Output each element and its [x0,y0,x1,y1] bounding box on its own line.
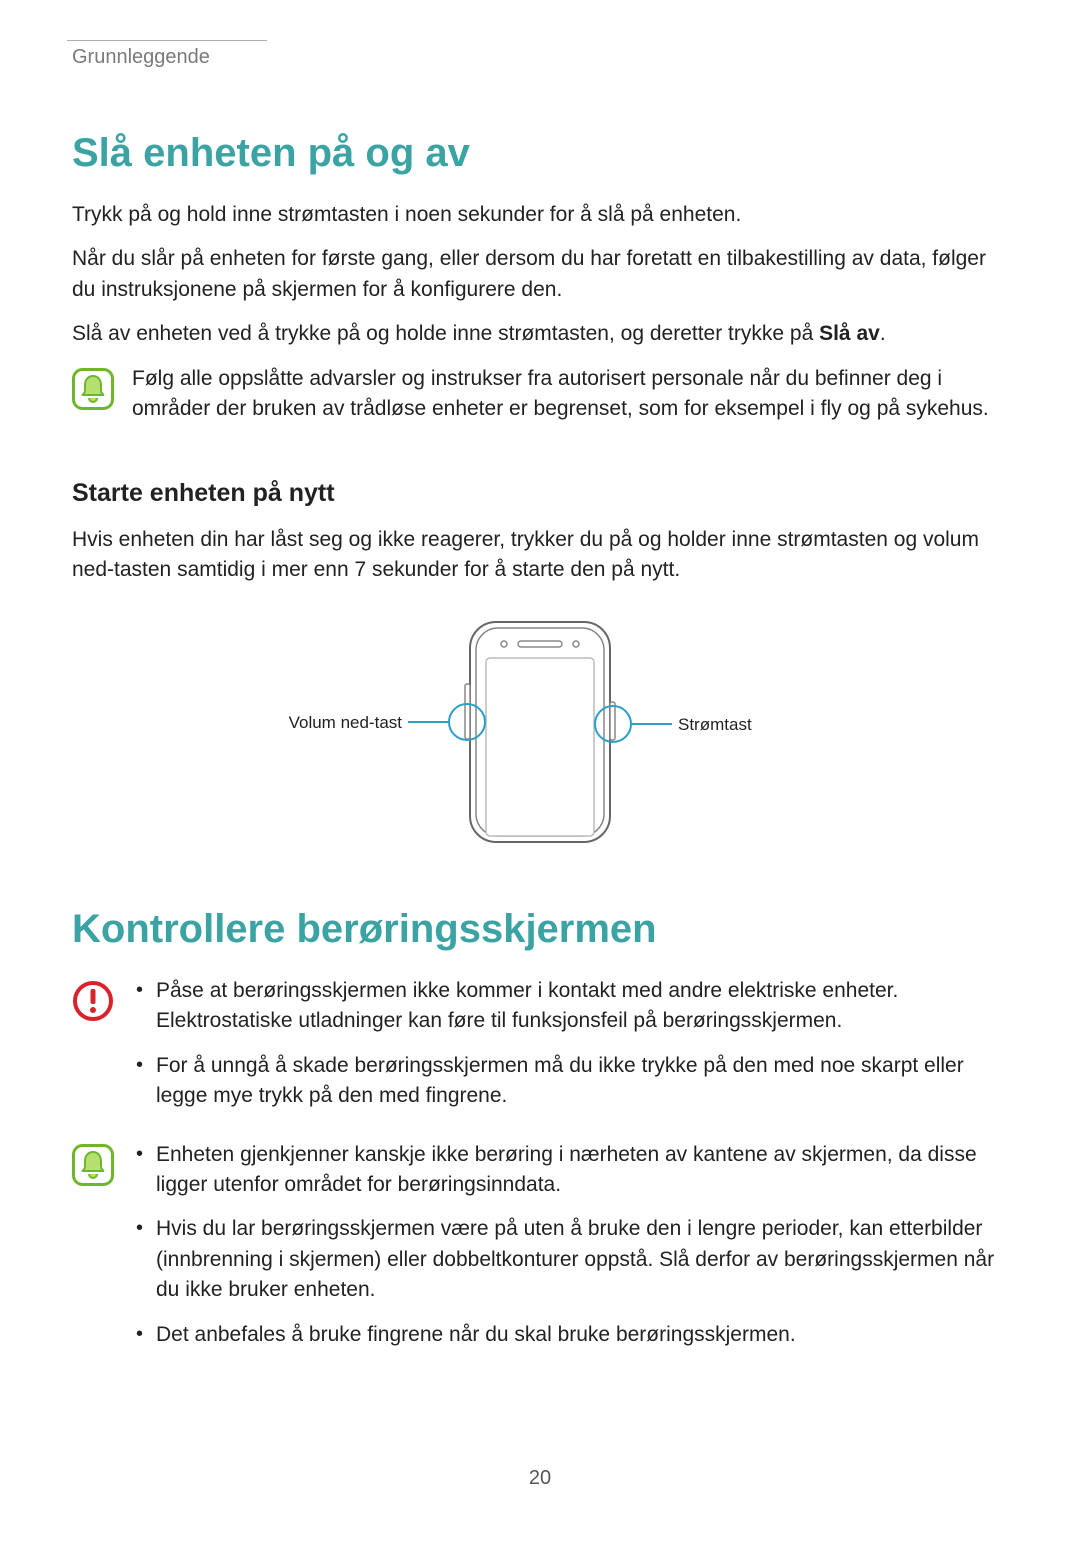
list-item: Enheten gjenkjenner kanskje ikke berørin… [132,1140,1008,1201]
fig-right-label: Strømtast [678,715,752,734]
bell-info-icon [72,1144,114,1186]
device-svg: Volum ned-tast Strømtast [260,614,820,844]
info-note-1-text: Følg alle oppslåtte advarsler og instruk… [132,364,1008,425]
info-list: Enheten gjenkjenner kanskje ikke berørin… [132,1140,1008,1351]
warning-note: Påse at berøringsskjermen ikke kommer i … [72,976,1008,1126]
section2-title: Kontrollere berøringsskjermen [72,900,1008,958]
warning-list: Påse at berøringsskjermen ikke kommer i … [132,976,1008,1112]
info-note-1: Følg alle oppslåtte advarsler og instruk… [72,364,1008,439]
section1-title: Slå enheten på og av [72,124,1008,182]
device-figure: Volum ned-tast Strømtast [72,614,1008,844]
warning-icon [72,980,114,1022]
section1-p3-bold: Slå av [819,322,880,345]
warning-note-body: Påse at berøringsskjermen ikke kommer i … [132,976,1008,1126]
info-note-2: Enheten gjenkjenner kanskje ikke berørin… [72,1140,1008,1365]
section1-p1: Trykk på og hold inne strømtasten i noen… [72,200,1008,230]
info-note-1-body: Følg alle oppslåtte advarsler og instruk… [132,364,1008,439]
section1-sub-p: Hvis enheten din har låst seg og ikke re… [72,525,1008,586]
top-rule [67,40,267,41]
section1-subtitle: Starte enheten på nytt [72,475,1008,511]
list-item: For å unngå å skade berøringsskjermen må… [132,1051,1008,1112]
section1-p3-pre: Slå av enheten ved å trykke på og holde … [72,322,819,345]
section1-p2: Når du slår på enheten for første gang, … [72,244,1008,305]
fig-left-label: Volum ned-tast [289,713,403,732]
bell-info-icon [72,368,114,410]
list-item: Påse at berøringsskjermen ikke kommer i … [132,976,1008,1037]
section1-p3-post: . [880,322,886,345]
page-number: 20 [72,1464,1008,1493]
breadcrumb: Grunnleggende [72,43,1008,72]
info-note-2-body: Enheten gjenkjenner kanskje ikke berørin… [132,1140,1008,1365]
list-item: Hvis du lar berøringsskjermen være på ut… [132,1214,1008,1305]
section1-p3: Slå av enheten ved å trykke på og holde … [72,319,1008,349]
list-item: Det anbefales å bruke fingrene når du sk… [132,1320,1008,1350]
